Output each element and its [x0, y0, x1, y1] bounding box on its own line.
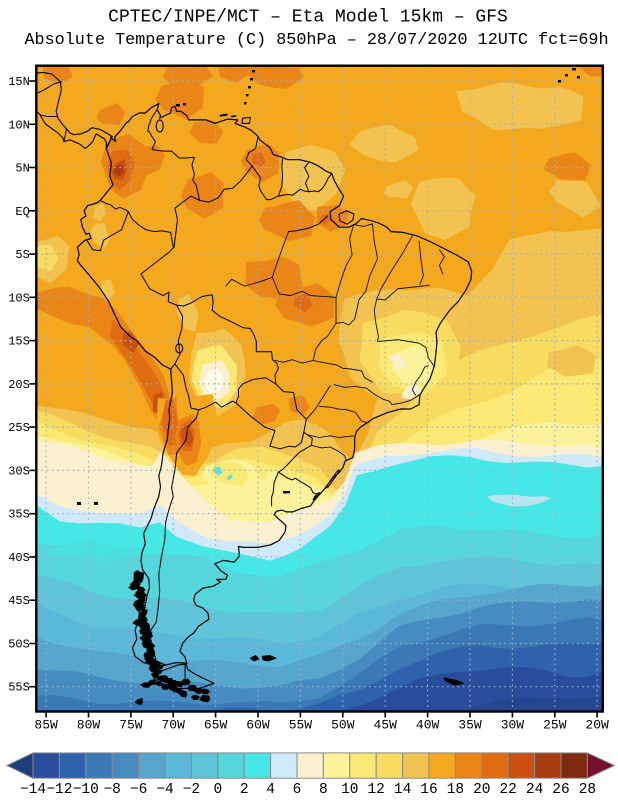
svg-text:20: 20	[473, 782, 490, 798]
svg-text:40S: 40S	[8, 551, 30, 565]
svg-text:6: 6	[293, 782, 302, 798]
svg-text:30S: 30S	[8, 464, 30, 478]
svg-text:35S: 35S	[8, 508, 30, 522]
svg-text:−8: −8	[103, 782, 120, 798]
svg-text:−6: −6	[130, 782, 147, 798]
svg-text:14: 14	[394, 782, 411, 798]
svg-text:50S: 50S	[8, 638, 30, 652]
svg-text:0: 0	[213, 782, 222, 798]
svg-text:60W: 60W	[246, 718, 270, 733]
svg-text:45W: 45W	[373, 718, 397, 733]
svg-text:70W: 70W	[161, 718, 185, 733]
svg-text:30W: 30W	[501, 718, 525, 733]
svg-text:8: 8	[319, 782, 328, 798]
svg-text:25S: 25S	[8, 421, 30, 435]
svg-text:75W: 75W	[119, 718, 143, 733]
svg-text:10N: 10N	[8, 118, 30, 132]
svg-text:15N: 15N	[8, 75, 30, 89]
svg-text:5N: 5N	[15, 162, 29, 176]
svg-text:65W: 65W	[204, 718, 228, 733]
svg-text:55S: 55S	[8, 681, 30, 695]
svg-text:22: 22	[499, 782, 516, 798]
svg-text:CPTEC/INPE/MCT – Eta Model 15: CPTEC/INPE/MCT – Eta Model 15km – GFS	[108, 8, 508, 28]
svg-text:−2: −2	[183, 782, 200, 798]
svg-text:10: 10	[341, 782, 358, 798]
svg-text:40W: 40W	[416, 718, 440, 733]
svg-text:55W: 55W	[289, 718, 313, 733]
svg-text:Absolute Temperature (C) 850hP: Absolute Temperature (C) 850hPa – 28/07/…	[24, 31, 608, 50]
svg-text:18: 18	[447, 782, 464, 798]
svg-text:−14: −14	[20, 782, 46, 798]
svg-text:20W: 20W	[585, 718, 609, 733]
svg-text:45S: 45S	[8, 594, 30, 608]
svg-text:28: 28	[579, 782, 596, 798]
svg-text:16: 16	[420, 782, 437, 798]
svg-text:24: 24	[526, 782, 543, 798]
svg-text:5S: 5S	[15, 248, 29, 262]
svg-text:85W: 85W	[34, 718, 58, 733]
svg-text:−10: −10	[73, 782, 99, 798]
svg-text:12: 12	[367, 782, 384, 798]
svg-text:10S: 10S	[8, 291, 30, 305]
svg-text:15S: 15S	[8, 335, 30, 349]
svg-text:26: 26	[552, 782, 569, 798]
svg-text:50W: 50W	[331, 718, 355, 733]
svg-text:35W: 35W	[458, 718, 482, 733]
svg-text:−4: −4	[156, 782, 173, 798]
svg-text:2: 2	[240, 782, 249, 798]
svg-text:20S: 20S	[8, 378, 30, 392]
svg-text:EQ: EQ	[15, 205, 29, 219]
svg-text:25W: 25W	[543, 718, 567, 733]
svg-text:−12: −12	[46, 782, 72, 798]
svg-text:80W: 80W	[77, 718, 101, 733]
svg-text:4: 4	[266, 782, 275, 798]
